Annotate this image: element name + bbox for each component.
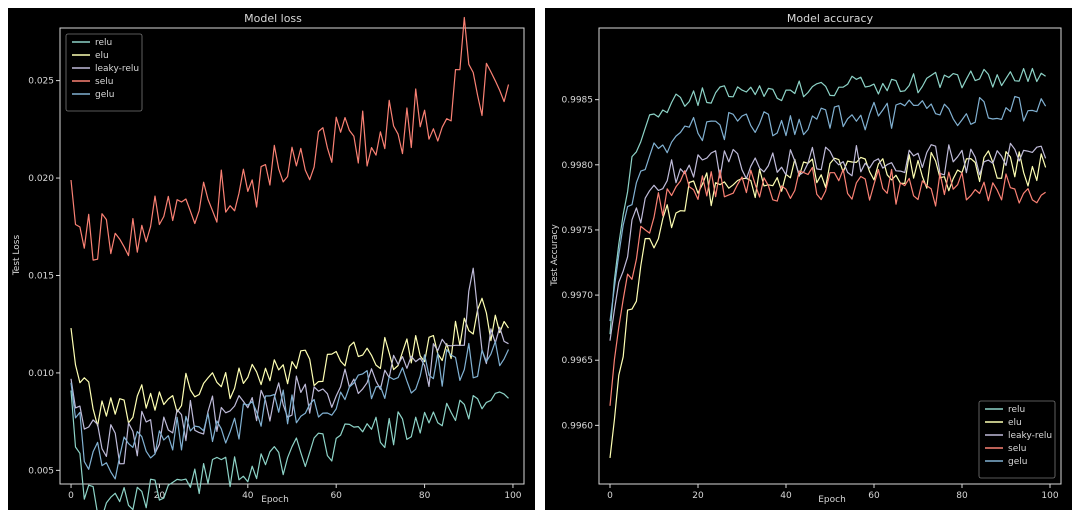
x-tick-label: 80	[956, 491, 968, 501]
series-line-gelu	[70, 340, 510, 480]
series-line-selu	[609, 166, 1046, 406]
y-tick-label: 0.010	[28, 369, 54, 379]
series-line-elu	[609, 150, 1047, 458]
y-tick-label: 0.9985	[562, 96, 594, 106]
x-tick-label: 60	[330, 491, 342, 501]
series-line-leaky-relu	[70, 267, 509, 465]
accuracy-chart: Model accuracy Epoch Test Accuracy 0 20 40…	[550, 12, 1062, 505]
legend-label-gelu: gelu	[95, 90, 114, 100]
y-tick-label: 0.015	[28, 271, 54, 281]
x-tick-label: 60	[868, 491, 880, 501]
y-tick-label: 0.9960	[562, 421, 594, 431]
legend-label-selu: selu	[1008, 444, 1026, 454]
legend	[65, 33, 143, 112]
legend	[978, 400, 1056, 479]
series-line-gelu	[609, 95, 1047, 322]
y-tick-label: 0.9965	[562, 356, 594, 366]
legend-label-elu: elu	[95, 51, 109, 61]
legend-label-relu: relu	[1008, 405, 1025, 415]
plot-frame	[59, 27, 525, 485]
accuracy-y-axis-label: Test Accuracy	[550, 223, 560, 286]
loss-x-axis-label: Epoch	[261, 495, 289, 505]
x-tick-label: 40	[780, 491, 792, 501]
accuracy-x-axis-label: Epoch	[818, 495, 846, 505]
accuracy-chart-title: Model accuracy	[787, 12, 874, 25]
y-tick-label: 0.020	[28, 174, 54, 184]
plot-frame	[598, 27, 1062, 485]
y-tick-label: 0.005	[28, 466, 54, 476]
series-line-relu	[70, 390, 509, 510]
legend-label-gelu: gelu	[1008, 457, 1027, 467]
y-tick-label: 0.025	[28, 77, 54, 87]
y-tick-label: 0.9975	[562, 226, 594, 236]
legend-label-relu: relu	[95, 38, 112, 48]
legend-label-leaky-relu: leaky-relu	[95, 64, 139, 74]
x-tick-label: 0	[68, 491, 74, 501]
series-line-leaky-relu	[609, 142, 1047, 341]
loss-y-axis-label: Test Loss	[12, 235, 22, 277]
loss-chart-panel: Model loss Epoch Test Loss 0 20 40 60 80 100 0…	[8, 8, 535, 510]
x-tick-label: 100	[1041, 491, 1058, 501]
x-tick-label: 100	[504, 491, 521, 501]
legend-label-elu: elu	[1008, 418, 1022, 428]
legend-label-selu: selu	[95, 77, 113, 87]
accuracy-chart-panel: Model accuracy Epoch Test Accuracy 0 20 40…	[545, 8, 1072, 510]
x-tick-label: 20	[154, 491, 166, 501]
series-line-elu	[70, 297, 509, 427]
legend-label-leaky-relu: leaky-relu	[1008, 431, 1052, 441]
x-tick-label: 40	[242, 491, 254, 501]
x-tick-label: 80	[419, 491, 431, 501]
y-tick-label: 0.9980	[562, 161, 594, 171]
y-tick-label: 0.9970	[562, 291, 594, 301]
x-tick-label: 0	[607, 491, 613, 501]
loss-chart: Model loss Epoch Test Loss 0 20 40 60 80 100 0…	[12, 12, 525, 510]
loss-chart-title: Model loss	[244, 12, 302, 25]
x-tick-label: 20	[692, 491, 704, 501]
series-line-selu	[70, 16, 510, 261]
series-line-relu	[609, 67, 1046, 335]
